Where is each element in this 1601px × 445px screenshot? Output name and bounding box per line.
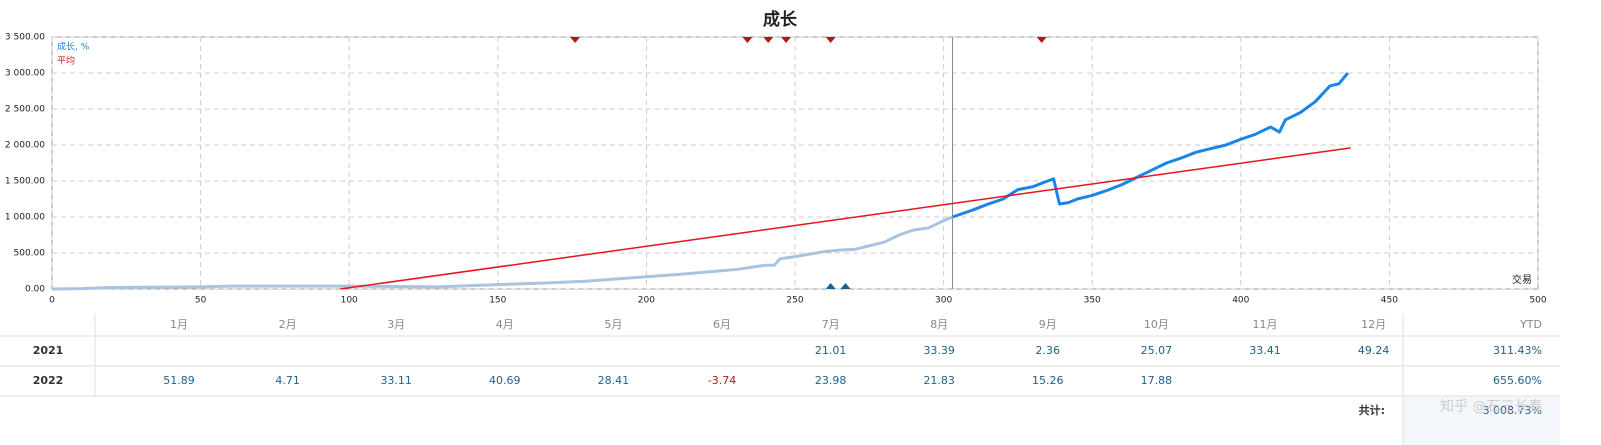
y-tick-label: 2 500.00 — [5, 105, 45, 115]
trade-marker — [763, 37, 774, 43]
column-header: 10月 — [1144, 318, 1169, 331]
trade-marker — [742, 37, 753, 43]
column-header: 12月 — [1361, 318, 1386, 331]
x-tick-label: 350 — [1084, 296, 1101, 306]
total-cell — [1404, 397, 1560, 445]
cell-value: 51.89 — [163, 374, 195, 387]
chart-title: 成长 — [763, 9, 798, 30]
column-header: 4月 — [496, 318, 514, 331]
cell-value: 2.36 — [1036, 344, 1061, 357]
cell-value: 33.39 — [923, 344, 955, 357]
cell-value: 49.24 — [1358, 344, 1390, 357]
column-header: 3月 — [387, 318, 405, 331]
watermark: 知乎 @石三长春 — [1440, 398, 1542, 415]
column-header: YTD — [1519, 318, 1542, 331]
x-tick-label: 50 — [195, 296, 207, 306]
legend-label: 成长, % — [57, 41, 90, 53]
trade-marker — [840, 283, 851, 289]
cell-value: 23.98 — [815, 374, 847, 387]
column-header: 8月 — [930, 318, 948, 331]
total-value: 3 008.73% — [1483, 404, 1542, 417]
cell-value: 21.83 — [923, 374, 955, 387]
column-header: 7月 — [822, 318, 840, 331]
total-label: 共计: — [1359, 403, 1385, 417]
x-tick-label: 100 — [341, 296, 358, 306]
cell-value: 33.11 — [380, 374, 412, 387]
line — [51, 215, 954, 291]
trade-marker — [781, 37, 792, 43]
column-header: 5月 — [604, 318, 622, 331]
cell-value: 17.88 — [1141, 374, 1173, 387]
x-tick-label: 300 — [935, 296, 952, 306]
cell-value: 33.41 — [1249, 344, 1281, 357]
column-header: 9月 — [1039, 318, 1057, 331]
column-header: 2月 — [279, 318, 297, 331]
x-tick-label: 500 — [1529, 296, 1546, 306]
cell-value: 28.41 — [598, 374, 630, 387]
x-tick-label: 450 — [1381, 296, 1398, 306]
x-tick-label: 200 — [638, 296, 655, 306]
trade-marker — [1036, 37, 1047, 43]
x-tick-label: 150 — [489, 296, 506, 306]
y-tick-label: 2 000.00 — [5, 141, 45, 151]
row-year: 2021 — [33, 344, 64, 357]
cell-value: 21.01 — [815, 344, 847, 357]
column-header: 1月 — [170, 318, 188, 331]
x-axis-label: 交易 — [1512, 273, 1532, 286]
y-tick-label: 500.00 — [14, 249, 46, 259]
cell-value: 25.07 — [1141, 344, 1173, 357]
y-tick-label: 3 500.00 — [5, 33, 45, 43]
column-header: 11月 — [1253, 318, 1278, 331]
y-tick-label: 1 500.00 — [5, 177, 45, 187]
y-tick-label: 0.00 — [25, 285, 45, 295]
cell-value: 4.71 — [275, 374, 300, 387]
row-year: 2022 — [33, 374, 64, 387]
x-tick-label: 400 — [1232, 296, 1249, 306]
cell-value: 15.26 — [1032, 374, 1064, 387]
cell-value: -3.74 — [708, 374, 736, 387]
trade-marker — [570, 37, 581, 43]
ytd-value: 655.60% — [1493, 374, 1542, 387]
trade-marker — [825, 37, 836, 43]
trade-marker — [825, 283, 836, 289]
line — [340, 147, 1351, 290]
column-header: 6月 — [713, 318, 731, 331]
x-tick-label: 0 — [49, 296, 55, 306]
ytd-value: 311.43% — [1493, 344, 1542, 357]
cell-value: 40.69 — [489, 374, 521, 387]
legend-label: 平均 — [57, 55, 75, 67]
x-tick-label: 250 — [786, 296, 803, 306]
y-tick-label: 1 000.00 — [5, 213, 45, 223]
line — [952, 72, 1349, 219]
y-tick-label: 3 000.00 — [5, 69, 45, 79]
